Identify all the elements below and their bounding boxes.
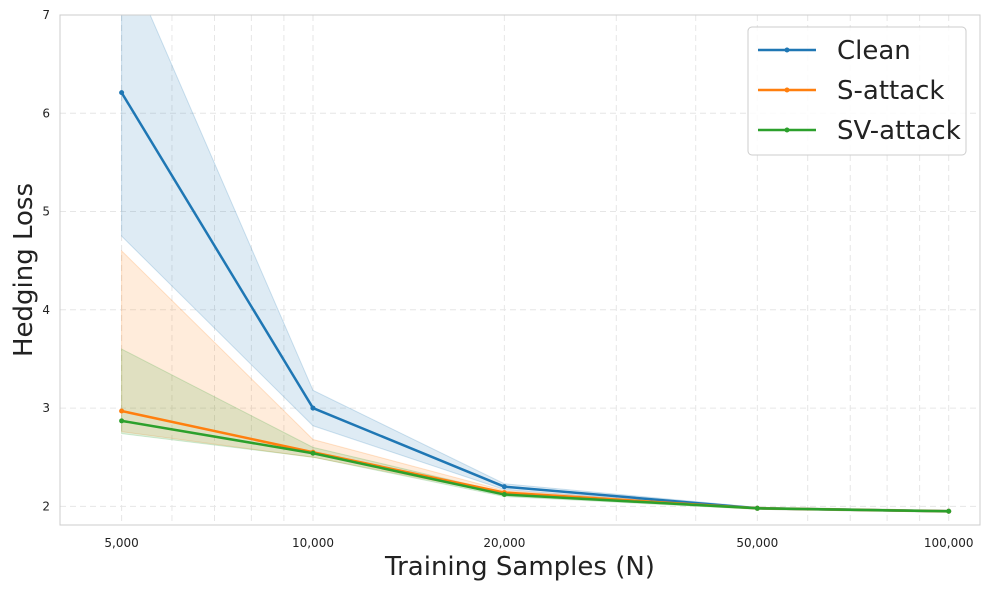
y-tick-label: 3 [42, 401, 50, 415]
data-point-sv-attack [754, 505, 760, 511]
legend-label-clean: Clean [837, 36, 911, 66]
y-tick-label: 4 [42, 303, 50, 317]
series-lines [119, 90, 952, 514]
legend-marker-sv-attack [784, 127, 790, 133]
x-axis-ticks: 5,000 10,000 20,000 50,000 100,000 [104, 536, 973, 550]
x-tick-label: 10,000 [292, 536, 334, 550]
data-point-s-attack [119, 408, 125, 414]
x-tick-label: 5,000 [104, 536, 138, 550]
plot-frame [59, 14, 981, 526]
data-point-sv-attack [501, 492, 507, 498]
x-axis-label: Training Samples (N) [384, 552, 655, 582]
y-axis-ticks: 2 3 4 5 6 7 [42, 8, 50, 513]
x-tick-label: 20,000 [483, 536, 525, 550]
x-tick-label: 100,000 [924, 536, 974, 550]
legend-marker-clean [784, 47, 790, 53]
grid [60, 15, 980, 525]
x-tick-label: 50,000 [736, 536, 778, 550]
data-point-clean [310, 405, 316, 411]
legend: Clean S-attack SV-attack [747, 26, 967, 156]
y-tick-label: 2 [42, 499, 50, 513]
legend-marker-s-attack [784, 87, 790, 93]
y-tick-label: 5 [42, 205, 50, 219]
data-point-sv-attack [119, 418, 125, 424]
y-tick-label: 6 [42, 106, 50, 120]
data-point-clean [119, 90, 125, 96]
legend-box [747, 26, 967, 156]
legend-label-s-attack: S-attack [837, 76, 945, 106]
data-point-sv-attack [946, 508, 952, 514]
y-tick-label: 7 [42, 8, 50, 22]
data-point-sv-attack [310, 450, 316, 456]
y-axis-label: Hedging Loss [9, 183, 39, 357]
legend-label-sv-attack: SV-attack [837, 116, 961, 146]
data-point-clean [501, 484, 507, 490]
